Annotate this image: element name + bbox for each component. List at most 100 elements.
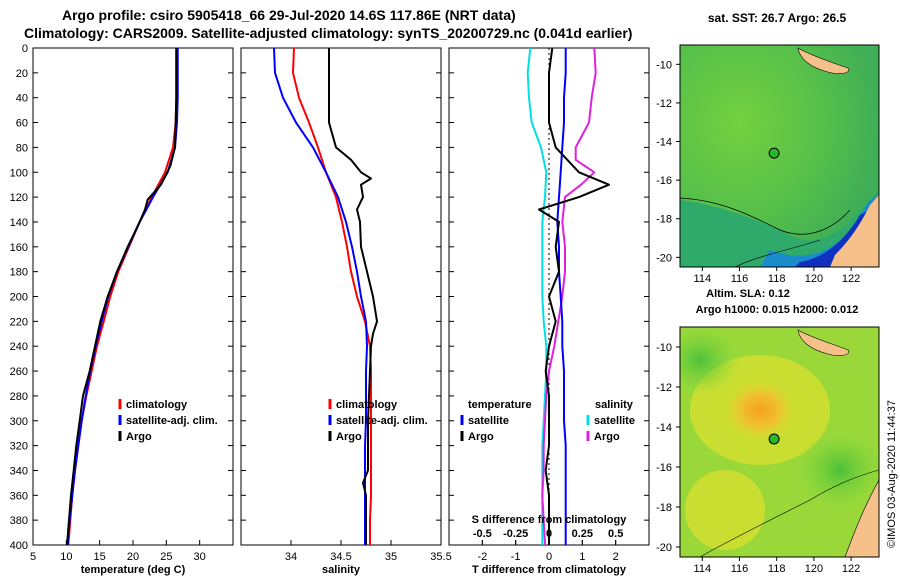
temp-frame bbox=[32, 47, 234, 546]
sal-legend-satellite-label: satellite-adj. clim. bbox=[336, 415, 428, 427]
diff-legend-temperature-title: temperature bbox=[468, 399, 532, 411]
temp-xtick-label: 10 bbox=[60, 551, 72, 563]
temperature-panel: 0 20 40 60 80 100 120 140 160 180 200 220 240 260 280 3… bbox=[10, 43, 234, 576]
sst-contour-2 bbox=[734, 239, 821, 267]
sla-xtick-label: 114 bbox=[694, 563, 712, 575]
sst-ytick-label: -16 bbox=[656, 175, 672, 187]
sst-contour bbox=[680, 197, 851, 235]
sal-climatology-line bbox=[292, 47, 372, 545]
depth-tick-label: 140 bbox=[10, 217, 28, 229]
depth-tick-label: 220 bbox=[10, 316, 28, 328]
sst-ytick-label: -10 bbox=[656, 59, 672, 71]
map-tick-labels: 114 116 118 120 122 -10 -12 -14 -16 -18 -20 114 116 1… bbox=[656, 59, 860, 575]
sal-satellite-line bbox=[273, 47, 368, 545]
sla-map-title: Altim. SLA: 0.12 bbox=[706, 288, 790, 300]
sla-ytick-label: -14 bbox=[656, 422, 672, 434]
sla-map bbox=[679, 326, 880, 558]
sst-map-frame bbox=[679, 44, 880, 268]
temp-climatology-line bbox=[67, 48, 178, 546]
sst-xtick-label: 118 bbox=[768, 273, 786, 285]
temp-legend-argo-label: Argo bbox=[126, 431, 152, 443]
depth-tick-label: 160 bbox=[10, 242, 28, 254]
sst-argo-location-marker bbox=[768, 147, 780, 159]
sal-frame bbox=[240, 47, 442, 546]
diff-legend-temp-argo-label: Argo bbox=[468, 431, 494, 443]
depth-tick-label: 320 bbox=[10, 441, 28, 453]
sst-xtick-label: 122 bbox=[842, 273, 860, 285]
diff-sal-satellite-line bbox=[526, 47, 548, 545]
diff-legend-temp-satellite-label: satellite bbox=[468, 415, 509, 427]
sal-xtick-label: 35.5 bbox=[430, 551, 451, 563]
depth-tick-label: 60 bbox=[16, 118, 28, 130]
sal-xtick-label: 34 bbox=[285, 551, 297, 563]
sla-map-frame bbox=[679, 326, 880, 558]
sla-low-anomaly-2 bbox=[795, 430, 879, 510]
depth-tick-label: 300 bbox=[10, 416, 28, 428]
temp-xtick-label: 25 bbox=[160, 551, 172, 563]
sst-xtick-label: 114 bbox=[694, 273, 712, 285]
temp-xlabel: temperature (deg C) bbox=[81, 564, 186, 576]
temp-satellite-line bbox=[66, 48, 179, 546]
depth-tick-label: 340 bbox=[10, 465, 28, 477]
depth-tick-label: 360 bbox=[10, 490, 28, 502]
salinity-panel: 34 34.5 35 35.5 salinity climatology satellite… bbox=[240, 47, 452, 576]
diff-temp-argo-line bbox=[538, 47, 610, 545]
diff-xtick-label: 1 bbox=[579, 551, 585, 563]
diff-secondary-xtick-label: -0.25 bbox=[503, 528, 528, 540]
depth-tick-label: 40 bbox=[16, 93, 28, 105]
depth-tick-label: 0 bbox=[22, 43, 28, 55]
sst-ytick-label: -14 bbox=[656, 137, 672, 149]
temp-xtick-label: 20 bbox=[127, 551, 139, 563]
sla-ytick-label: -16 bbox=[656, 462, 672, 474]
watermark: ©IMOS 03-Aug-2020 11:44:37 bbox=[886, 400, 898, 548]
depth-tick-label: 120 bbox=[10, 192, 28, 204]
sst-ytick-label: -20 bbox=[656, 252, 672, 264]
sal-xlabel: salinity bbox=[322, 564, 361, 576]
diff-legend-sal-satellite-label: satellite bbox=[594, 415, 635, 427]
sst-map bbox=[679, 44, 880, 268]
sla-high-anomaly bbox=[722, 378, 798, 442]
sst-xtick-label: 120 bbox=[805, 273, 823, 285]
depth-tick-label: 280 bbox=[10, 391, 28, 403]
sst-cool-band bbox=[680, 190, 879, 267]
diff-legend-salinity-title: salinity bbox=[595, 399, 634, 411]
sla-contour bbox=[699, 469, 879, 557]
sla-ytick-label: -10 bbox=[656, 342, 672, 354]
temp-xtick-label: 5 bbox=[30, 551, 36, 563]
depth-tick-label: 200 bbox=[10, 292, 28, 304]
depth-tick-label: 180 bbox=[10, 267, 28, 279]
temp-legend-satellite-label: satellite-adj. clim. bbox=[126, 415, 218, 427]
depth-tick-label: 20 bbox=[16, 68, 28, 80]
diff-secondary-xtick-label: 0.5 bbox=[608, 528, 623, 540]
diff-xtick-label: 2 bbox=[613, 551, 619, 563]
land-island-sla bbox=[797, 329, 850, 356]
diff-xtick-label: -2 bbox=[477, 551, 487, 563]
sst-map-title: sat. SST: 26.7 Argo: 26.5 bbox=[708, 11, 847, 25]
sal-xtick-label: 35 bbox=[385, 551, 397, 563]
title-line1: Argo profile: csiro 5905418_66 29-Jul-20… bbox=[62, 7, 516, 23]
diff-temp-satellite-line bbox=[556, 48, 567, 545]
depth-tick-label: 80 bbox=[16, 142, 28, 154]
sla-ytick-label: -20 bbox=[656, 542, 672, 554]
sst-ytick-label: -12 bbox=[656, 98, 672, 110]
diff-xlabel: T difference from climatology bbox=[472, 564, 627, 576]
sla-ytick-label: -18 bbox=[656, 502, 672, 514]
sst-xtick-label: 116 bbox=[731, 273, 749, 285]
sla-yellow-area-2 bbox=[685, 470, 765, 550]
sla-xtick-label: 116 bbox=[731, 563, 749, 575]
sla-xtick-label: 122 bbox=[842, 563, 860, 575]
temp-argo-line bbox=[66, 48, 178, 546]
depth-tick-label: 380 bbox=[10, 515, 28, 527]
depth-tick-label: 400 bbox=[10, 540, 28, 552]
depth-tick-label: 260 bbox=[10, 366, 28, 378]
diff-secondary-xtick-label: 0 bbox=[546, 528, 552, 540]
sst-ytick-label: -18 bbox=[656, 214, 672, 226]
sla-low-anomaly bbox=[680, 327, 740, 395]
diff-secondary-xtick-label: -0.5 bbox=[473, 528, 492, 540]
sal-argo-line bbox=[328, 48, 378, 545]
diff-secondary-xtick-label: 0.25 bbox=[572, 528, 593, 540]
depth-tick-label: 240 bbox=[10, 341, 28, 353]
temp-xtick-label: 30 bbox=[194, 551, 206, 563]
sla-xtick-label: 118 bbox=[768, 563, 786, 575]
sla-argo-location-marker bbox=[768, 433, 780, 445]
